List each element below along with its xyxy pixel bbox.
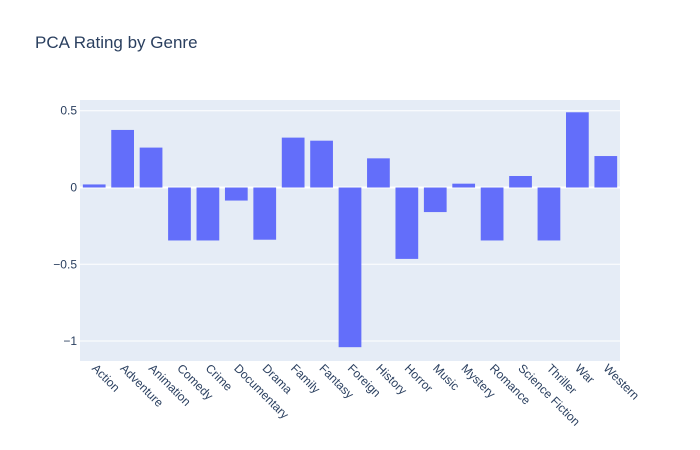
y-tick-label: −0.5	[53, 257, 77, 271]
bar-action	[82, 184, 106, 188]
bar-drama	[253, 187, 277, 240]
x-tick-label: Music	[430, 361, 462, 393]
bar-foreign	[338, 187, 362, 348]
y-tick-label: 0	[70, 181, 77, 195]
bar-thriller	[537, 187, 561, 241]
bar-horror	[395, 187, 419, 259]
y-tick-label: −1	[63, 334, 77, 348]
bar-war	[566, 112, 589, 188]
bar-fantasy	[310, 140, 333, 188]
bar-history	[367, 158, 390, 188]
bar-documentary	[224, 187, 248, 201]
bar-adventure	[111, 129, 134, 188]
x-tick-label: Action	[89, 361, 122, 394]
bar-mystery	[452, 183, 476, 188]
x-axis-ticks: ActionAdventureAnimationComedyCrimeDocum…	[89, 361, 642, 428]
bar-romance	[480, 187, 504, 241]
chart-title: PCA Rating by Genre	[35, 33, 198, 52]
bar-western	[594, 156, 618, 188]
y-axis-ticks: 0.5 0 −0.5 −1	[53, 104, 77, 348]
x-tick-label: Family	[288, 361, 323, 396]
y-tick-label: 0.5	[60, 104, 77, 118]
bar-comedy	[168, 187, 191, 241]
bar-music	[423, 187, 447, 213]
bar-animation	[139, 147, 163, 188]
bar-crime	[196, 187, 220, 241]
bar-science-fiction	[509, 175, 532, 188]
bars	[82, 112, 618, 348]
bar-family	[281, 137, 305, 188]
x-tick-label: Western	[601, 361, 642, 402]
